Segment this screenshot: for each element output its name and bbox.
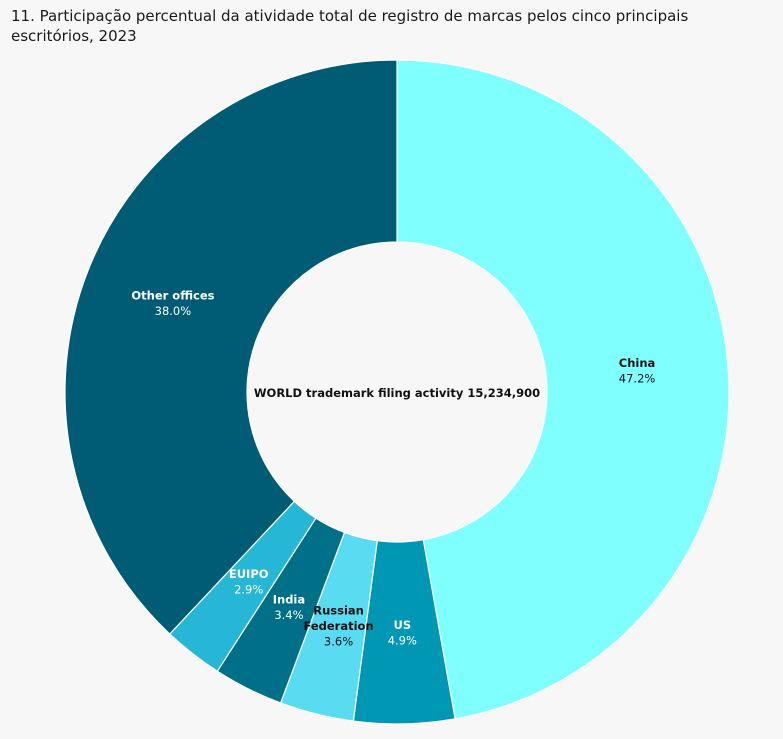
slice-label-china: China 47.2% <box>619 356 656 386</box>
slice-labels: China 47.2% US 4.9% Russian Federation 3.6%Ind… <box>131 289 655 649</box>
slice-label-euipo: EUIPO 2.9% <box>229 567 269 597</box>
chart-title: 11. Participação percentual da atividade… <box>11 7 689 45</box>
donut-slices <box>64 59 730 725</box>
slice-other-offices <box>64 59 398 635</box>
slice-label-other-offices: Other offices 38.0% <box>131 289 214 319</box>
center-label: WORLD trademark filing activity 15,234,9… <box>254 386 540 400</box>
slice-label-india: India 3.4% <box>273 593 305 623</box>
slice-china <box>396 59 730 720</box>
slice-label-us: US 4.9% <box>388 618 417 648</box>
slice-label-russian-federation: Russian Federation 3.6% <box>303 603 373 648</box>
